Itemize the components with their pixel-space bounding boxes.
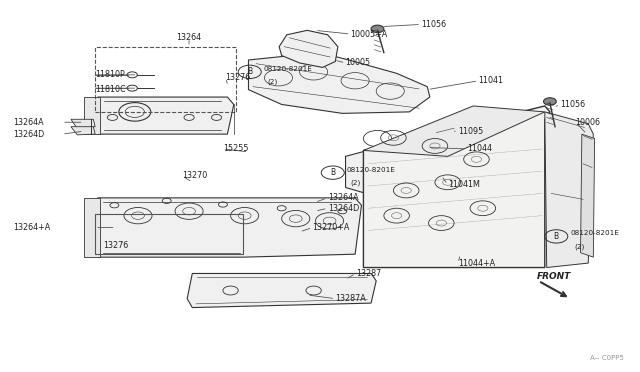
Text: 08120-8201E: 08120-8201E (264, 66, 313, 72)
Text: 13264A: 13264A (328, 193, 358, 202)
Circle shape (543, 98, 556, 105)
Text: B: B (247, 67, 252, 76)
Text: 10005: 10005 (346, 58, 371, 67)
Polygon shape (346, 122, 486, 202)
Polygon shape (92, 97, 234, 134)
Text: A-- C0PP5: A-- C0PP5 (589, 355, 623, 361)
Polygon shape (279, 31, 338, 67)
Text: FRONT: FRONT (537, 272, 572, 281)
Text: 11056: 11056 (421, 20, 446, 29)
Text: 11810C: 11810C (95, 85, 126, 94)
Text: 10006: 10006 (575, 118, 600, 127)
Polygon shape (84, 198, 100, 257)
Circle shape (371, 25, 384, 33)
Text: 08120-8201E: 08120-8201E (570, 230, 620, 237)
Polygon shape (545, 112, 593, 267)
Text: B: B (330, 168, 335, 177)
Polygon shape (71, 119, 95, 129)
Text: (2): (2) (268, 79, 278, 86)
Text: 13270: 13270 (182, 171, 207, 180)
Polygon shape (71, 127, 95, 135)
Text: 13264D: 13264D (13, 129, 45, 139)
Text: 13264D: 13264D (328, 204, 359, 213)
Text: 13276: 13276 (225, 73, 251, 82)
Polygon shape (580, 134, 595, 257)
Text: 11810P: 11810P (95, 70, 125, 79)
Text: 13287A: 13287A (335, 294, 366, 303)
Text: 13264: 13264 (177, 33, 202, 42)
Text: 13287: 13287 (356, 269, 381, 278)
Text: 13270+A: 13270+A (312, 223, 349, 232)
Text: 11056: 11056 (560, 100, 585, 109)
Polygon shape (84, 97, 100, 134)
Text: 11044+A: 11044+A (458, 259, 495, 267)
Text: 11041: 11041 (478, 76, 504, 85)
Polygon shape (248, 52, 430, 113)
Text: 10005+A: 10005+A (351, 29, 388, 39)
Text: 11095: 11095 (458, 126, 483, 136)
Text: 13276: 13276 (103, 241, 128, 250)
Text: 08120-8201E: 08120-8201E (347, 167, 396, 173)
Text: 11041M: 11041M (448, 180, 479, 189)
Text: B: B (554, 232, 559, 241)
Text: 13264+A: 13264+A (13, 223, 51, 232)
Polygon shape (364, 106, 550, 267)
Polygon shape (187, 273, 376, 308)
Polygon shape (98, 198, 362, 257)
Text: (2): (2) (574, 244, 584, 250)
Text: 13264A: 13264A (13, 118, 44, 127)
Text: (2): (2) (351, 180, 361, 186)
Polygon shape (364, 106, 545, 156)
Text: 11044: 11044 (467, 144, 492, 153)
Text: 15255: 15255 (223, 144, 248, 153)
Polygon shape (435, 127, 456, 138)
